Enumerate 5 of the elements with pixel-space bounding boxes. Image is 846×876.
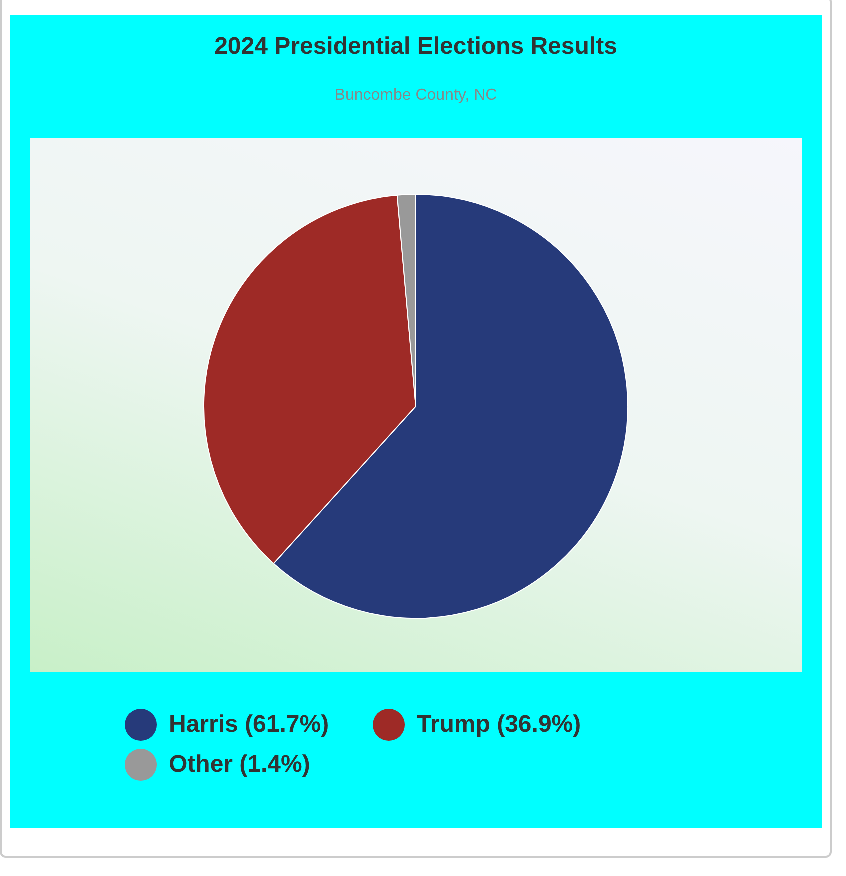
legend-label: Other (1.4%) — [169, 751, 310, 779]
legend-label: Harris (61.7%) — [169, 711, 330, 739]
chart-title: 2024 Presidential Elections Results — [214, 33, 618, 61]
chart-subtitle: Buncombe County, NC — [334, 87, 498, 105]
legend-label: Trump (36.9%) — [417, 711, 582, 739]
